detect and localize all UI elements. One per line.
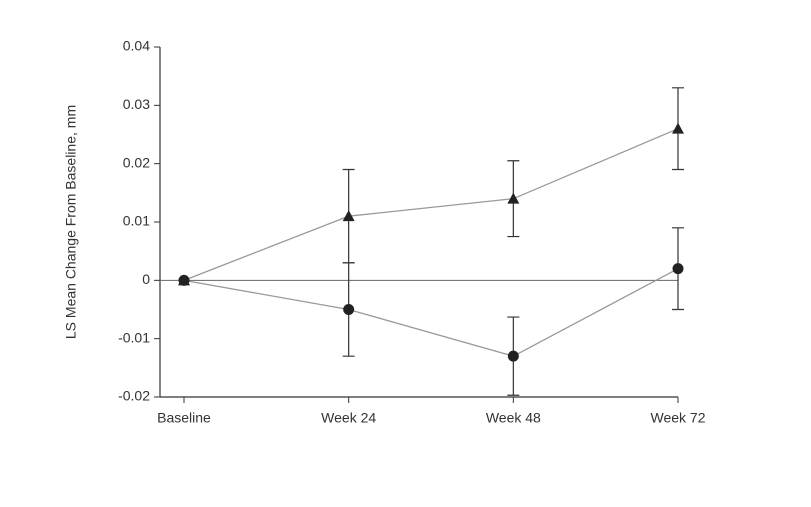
y-tick-label: 0.04 xyxy=(123,38,150,54)
marker-triangle xyxy=(672,122,684,134)
marker-circle xyxy=(178,274,190,286)
x-tick-label: Week 24 xyxy=(321,410,376,426)
series-line xyxy=(183,128,679,281)
marker-circle xyxy=(343,304,355,315)
x-tick-label: Week 48 xyxy=(486,410,541,426)
marker-triangle xyxy=(342,210,355,222)
series-line xyxy=(183,268,679,357)
y-tick-label: 0.03 xyxy=(123,96,150,112)
y-axis-label: LS Mean Change From Baseline, mm xyxy=(63,105,79,339)
y-tick-label: 0 xyxy=(142,271,150,287)
marker-triangle xyxy=(507,192,520,204)
marker-circle xyxy=(507,350,519,362)
y-tick-label: -0.01 xyxy=(118,329,150,345)
y-tick-label: 0.02 xyxy=(123,154,150,170)
y-tick-label: 0.01 xyxy=(123,213,150,229)
x-tick-label: Baseline xyxy=(157,410,211,426)
x-tick-label: Week 72 xyxy=(651,410,706,426)
marker-circle xyxy=(672,263,684,275)
y-tick-label: -0.02 xyxy=(118,388,150,404)
